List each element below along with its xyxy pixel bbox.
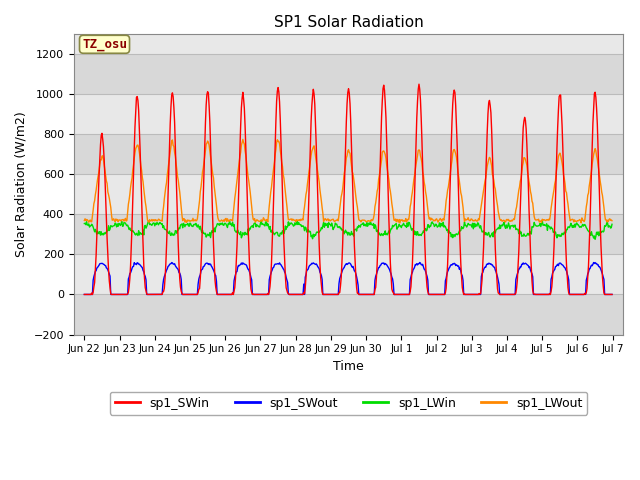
sp1_LWin: [198, 229, 205, 235]
Legend: sp1_SWin, sp1_SWout, sp1_LWin, sp1_LWout: sp1_SWin, sp1_SWout, sp1_LWin, sp1_LWout: [109, 392, 588, 415]
Bar: [74, 94, 623, 134]
sp1_LWout: [429, 217, 436, 223]
sp1_SWin: [90, 284, 98, 290]
sp1_LWout: [90, 201, 98, 206]
sp1_SWout: [145, 291, 152, 297]
Text: TZ_osu: TZ_osu: [82, 38, 127, 51]
sp1_SWout: [81, 291, 88, 297]
sp1_LWin: [428, 220, 435, 226]
sp1_SWin: [608, 291, 616, 297]
sp1_SWin: [428, 291, 436, 297]
sp1_SWin: [412, 138, 420, 144]
sp1_LWout: [226, 217, 234, 223]
sp1_LWin: [145, 219, 152, 225]
Bar: [74, 54, 623, 94]
Line: sp1_LWin: sp1_LWin: [84, 221, 612, 239]
sp1_LWout: [396, 220, 404, 226]
sp1_LWout: [198, 177, 205, 183]
sp1_LWout: [413, 153, 421, 158]
sp1_SWout: [416, 260, 424, 265]
sp1_SWin: [81, 291, 88, 297]
sp1_LWin: [591, 236, 599, 242]
sp1_LWin: [226, 218, 234, 224]
Bar: [74, 174, 623, 214]
sp1_SWout: [198, 267, 205, 273]
sp1_SWin: [226, 291, 234, 297]
Title: SP1 Solar Radiation: SP1 Solar Radiation: [274, 15, 424, 30]
sp1_LWin: [81, 221, 88, 227]
sp1_LWout: [81, 217, 88, 223]
sp1_LWout: [608, 218, 616, 224]
sp1_LWout: [239, 136, 246, 142]
Bar: [74, 134, 623, 174]
sp1_LWin: [90, 227, 98, 232]
sp1_SWout: [428, 291, 436, 297]
sp1_SWin: [198, 240, 205, 246]
sp1_SWout: [90, 274, 98, 279]
sp1_SWin: [415, 81, 423, 87]
X-axis label: Time: Time: [333, 360, 364, 373]
Bar: [74, 214, 623, 254]
Bar: [74, 254, 623, 294]
sp1_LWin: [608, 221, 616, 227]
Line: sp1_SWout: sp1_SWout: [84, 263, 612, 294]
sp1_SWin: [145, 291, 152, 297]
sp1_LWout: [145, 219, 152, 225]
Y-axis label: Solar Radiation (W/m2): Solar Radiation (W/m2): [15, 111, 28, 257]
sp1_SWout: [226, 291, 234, 297]
sp1_SWout: [412, 262, 420, 268]
sp1_SWout: [608, 291, 616, 297]
Line: sp1_LWout: sp1_LWout: [84, 139, 612, 223]
Bar: [74, 294, 623, 335]
Line: sp1_SWin: sp1_SWin: [84, 84, 612, 294]
sp1_LWin: [412, 229, 420, 235]
sp1_LWin: [538, 218, 546, 224]
